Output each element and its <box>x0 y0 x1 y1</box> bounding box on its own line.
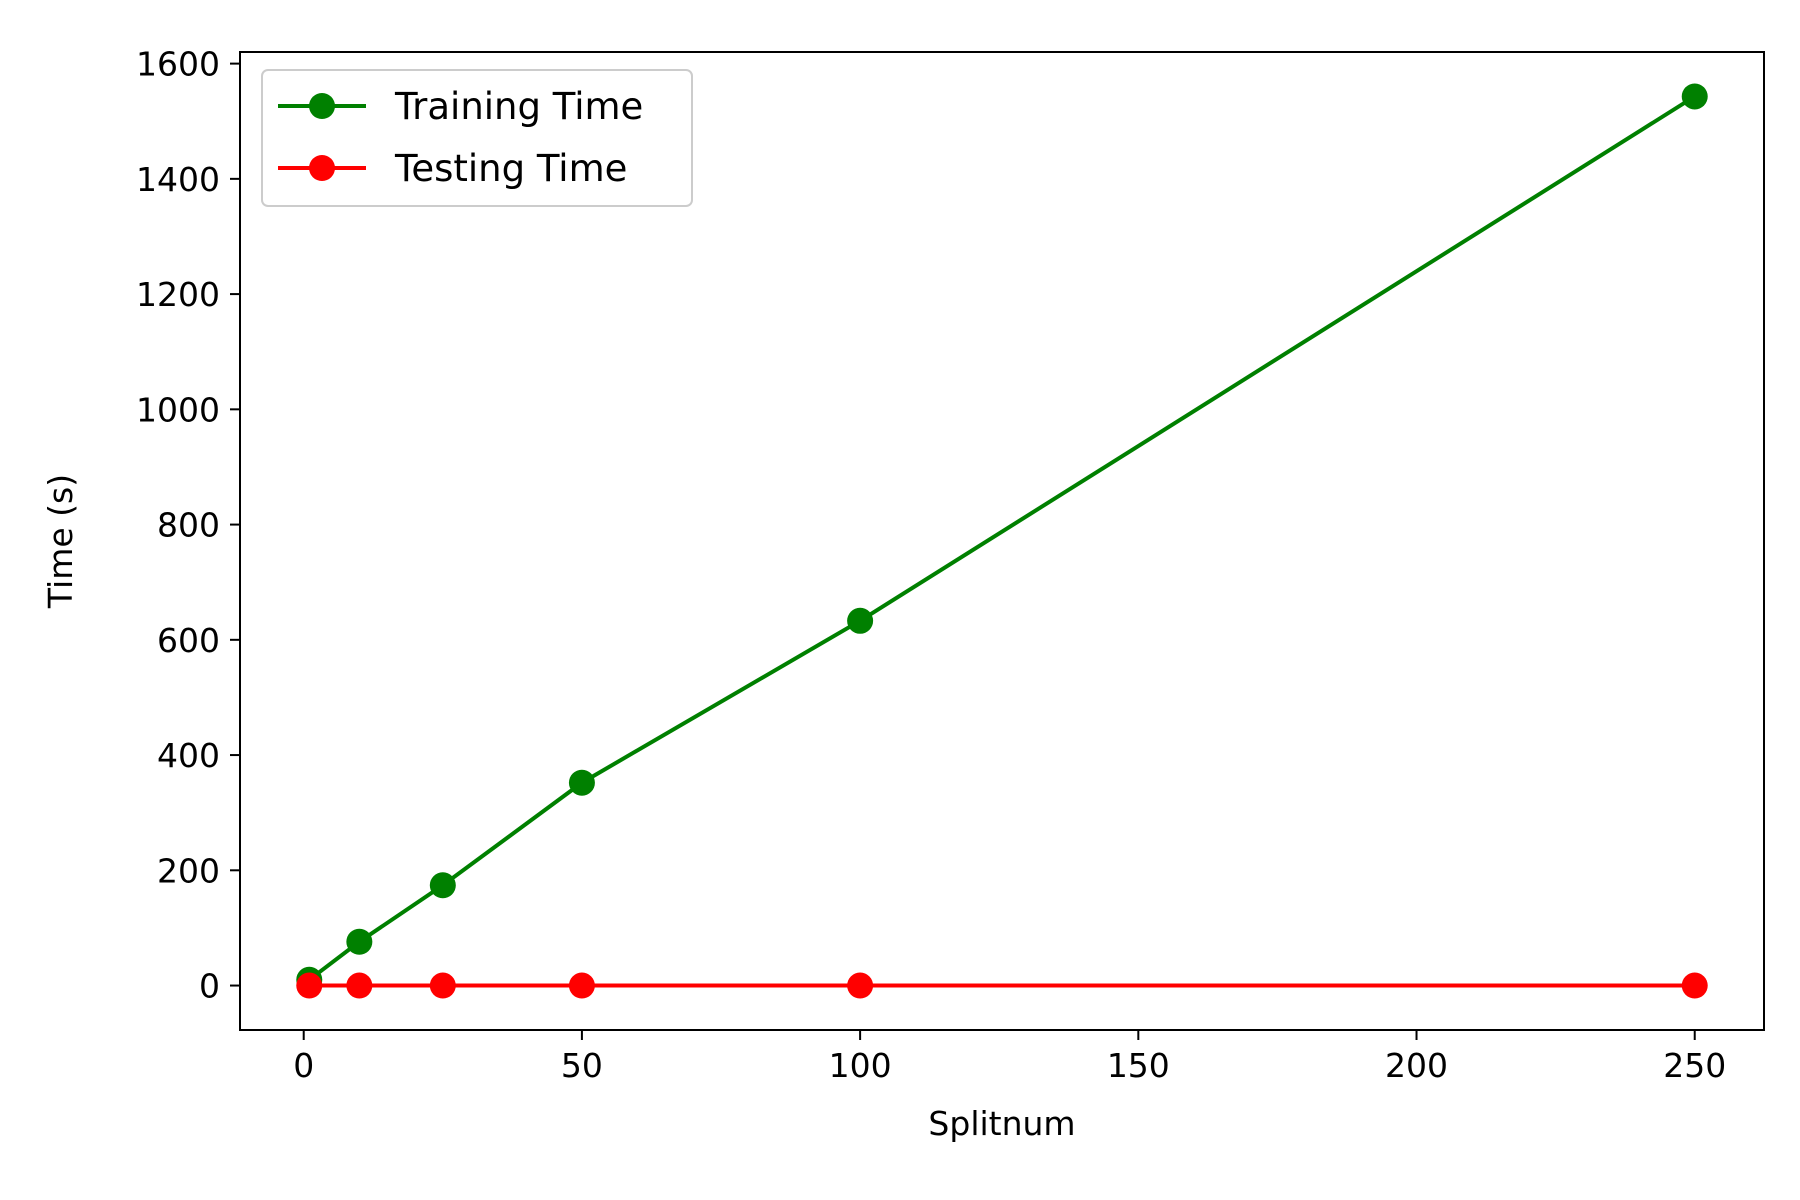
x-tick-label: 50 <box>561 1046 603 1085</box>
legend-marker <box>309 155 335 181</box>
y-tick-label: 800 <box>157 506 220 545</box>
series-testing-time <box>296 972 1708 999</box>
y-tick-label: 1600 <box>136 45 220 84</box>
x-tick-label: 200 <box>1385 1046 1448 1085</box>
data-point <box>847 972 874 999</box>
y-tick-label: 400 <box>157 736 220 775</box>
data-point <box>346 928 373 955</box>
x-tick-label: 0 <box>293 1046 314 1085</box>
y-tick-label: 1000 <box>136 390 220 429</box>
data-point <box>1681 83 1708 110</box>
data-point <box>346 972 373 999</box>
data-point <box>847 607 874 634</box>
y-tick-label: 0 <box>199 967 220 1006</box>
legend-marker <box>309 93 335 119</box>
legend: Training Time Testing Time <box>261 69 693 207</box>
legend-box <box>261 69 693 207</box>
x-tick-label: 150 <box>1107 1046 1170 1085</box>
y-axis-ticks: 0 200 400 600 800 1000 1200 1400 1600 <box>136 45 240 1006</box>
y-axis-label: Time (s) <box>41 474 80 609</box>
y-tick-label: 600 <box>157 621 220 660</box>
data-point <box>1681 972 1708 999</box>
data-point <box>429 872 456 899</box>
series-training-time <box>296 83 1708 993</box>
x-axis-ticks: 0 50 100 150 200 250 <box>293 1030 1726 1085</box>
legend-label: Training Time <box>394 85 643 128</box>
data-point <box>296 972 323 999</box>
x-tick-label: 250 <box>1663 1046 1726 1085</box>
data-point <box>568 972 595 999</box>
x-tick-label: 100 <box>829 1046 892 1085</box>
x-axis-label: Splitnum <box>928 1104 1075 1143</box>
legend-label: Testing Time <box>394 147 627 190</box>
data-point <box>568 769 595 796</box>
y-tick-label: 200 <box>157 851 220 890</box>
legend-item: Training Time <box>278 85 643 128</box>
legend-item: Testing Time <box>278 147 627 190</box>
y-tick-label: 1200 <box>136 275 220 314</box>
y-tick-label: 1400 <box>136 160 220 199</box>
series-layer <box>296 83 1708 999</box>
data-point <box>429 972 456 999</box>
axes-frame <box>239 51 1765 1031</box>
